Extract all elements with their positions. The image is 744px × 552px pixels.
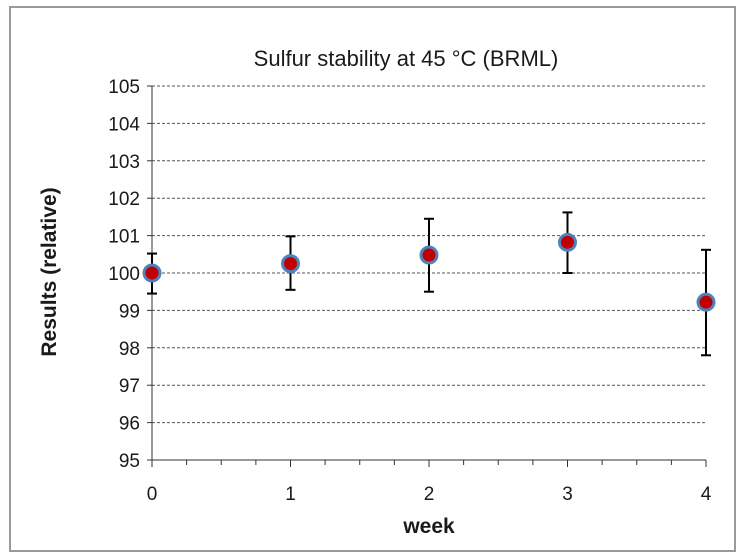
data-point-week-3: [558, 232, 577, 252]
x-tick-label-0: 0: [147, 484, 158, 505]
y-axis-title: Results (relative): [38, 187, 61, 356]
y-tick-label-96: 96: [119, 414, 140, 435]
y-tick-labels: 95 96 97 98 99 100 101 102 103 104 105: [108, 77, 140, 472]
x-tick-label-3: 3: [562, 484, 573, 505]
data-point-week-0: [142, 263, 162, 283]
data-point-week-1: [281, 254, 300, 274]
data-points: [142, 232, 716, 312]
y-tick-label-103: 103: [108, 152, 140, 173]
chart-frame: [9, 6, 736, 552]
x-tick-label-1: 1: [285, 484, 296, 505]
data-point-week-4: [696, 292, 716, 312]
error-bars: [147, 211, 711, 357]
y-tick-label-102: 102: [108, 189, 140, 210]
y-tick-label-100: 100: [108, 264, 140, 285]
y-tick-label-98: 98: [119, 339, 140, 360]
y-tick-label-95: 95: [119, 451, 140, 472]
axes: [147, 85, 707, 467]
y-tick-label-104: 104: [108, 114, 140, 135]
x-axis-title: week: [402, 515, 455, 538]
x-tick-labels: 0 1 2 3 4: [147, 484, 712, 505]
y-tick-label-105: 105: [108, 77, 140, 98]
gridlines: [152, 85, 706, 424]
y-tick-label-99: 99: [119, 301, 140, 322]
x-tick-label-2: 2: [424, 484, 435, 505]
x-tick-label-4: 4: [701, 484, 712, 505]
chart-title: Sulfur stability at 45 °C (BRML): [254, 46, 559, 71]
data-point-week-2: [419, 245, 439, 265]
y-tick-label-101: 101: [108, 227, 140, 248]
y-tick-label-97: 97: [119, 376, 140, 397]
